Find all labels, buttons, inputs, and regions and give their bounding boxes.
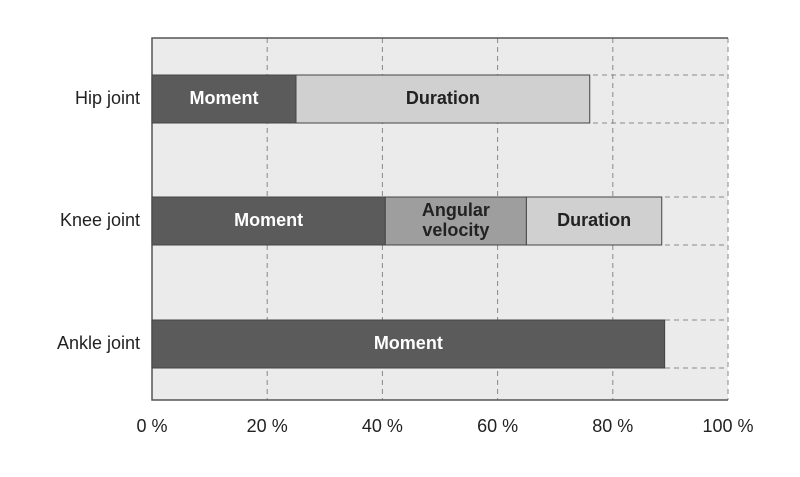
x-tick-label: 40 % xyxy=(362,416,403,436)
y-tick-label: Hip joint xyxy=(75,88,140,108)
segment-label-line: Angular xyxy=(422,200,490,220)
bar-segment xyxy=(295,74,591,124)
bar-segment xyxy=(151,196,386,246)
bar-segment xyxy=(151,74,297,124)
segment-label: Angular velocity xyxy=(422,200,490,240)
segment-label: Moment xyxy=(234,210,303,230)
segment-label: Moment xyxy=(190,88,259,108)
x-tick-label: 80 % xyxy=(592,416,633,436)
x-tick-label: 0 % xyxy=(136,416,167,436)
y-tick-label: Knee joint xyxy=(60,210,140,230)
segment-label: Moment xyxy=(374,333,443,353)
segment-label: Duration xyxy=(406,88,480,108)
bar-segment xyxy=(384,196,527,246)
x-tick-label: 100 % xyxy=(702,416,753,436)
bar-segment xyxy=(525,196,663,246)
x-tick-label: 20 % xyxy=(247,416,288,436)
x-tick-label: 60 % xyxy=(477,416,518,436)
y-tick-label: Ankle joint xyxy=(57,333,140,353)
segment-label-line: velocity xyxy=(422,220,489,240)
segment-label: Duration xyxy=(557,210,631,230)
bar-segment xyxy=(151,319,666,369)
